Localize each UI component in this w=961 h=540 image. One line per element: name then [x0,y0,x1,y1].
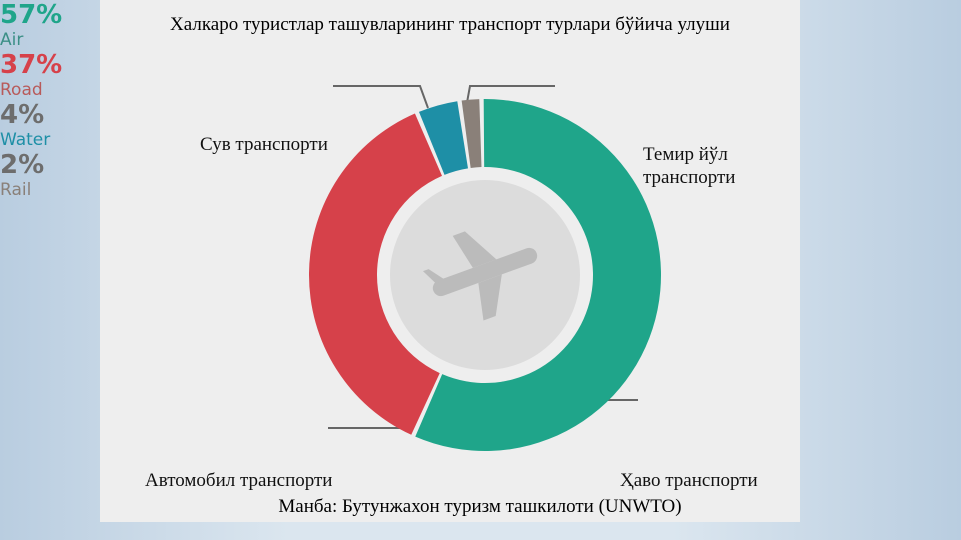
category-label: Air [0,30,24,50]
category-label: Rail [0,180,32,200]
wedge [418,101,468,175]
caption: Ҳаво транспорти [620,470,758,491]
wedge [461,99,482,168]
caption: Темир йўл транспорти [643,144,736,188]
value-label: 57% [0,0,63,30]
caption: Автомобил транспорти [145,470,333,491]
value-label: 2% [0,150,45,180]
wedge [415,99,661,451]
plane-icon [422,231,538,321]
caption: Сув транспорти [200,134,328,155]
value-label: 37% [0,50,63,80]
chart-title: Халкаро туристлар ташувларининг транспор… [170,14,730,35]
category-label: Water [0,130,51,150]
leaders [328,85,638,429]
wedge [309,113,443,435]
category-label: Road [0,80,43,100]
value-label: 4% [0,100,45,130]
source: Манба: Бутунжахон туризм ташкилоти (UNWT… [278,496,681,517]
